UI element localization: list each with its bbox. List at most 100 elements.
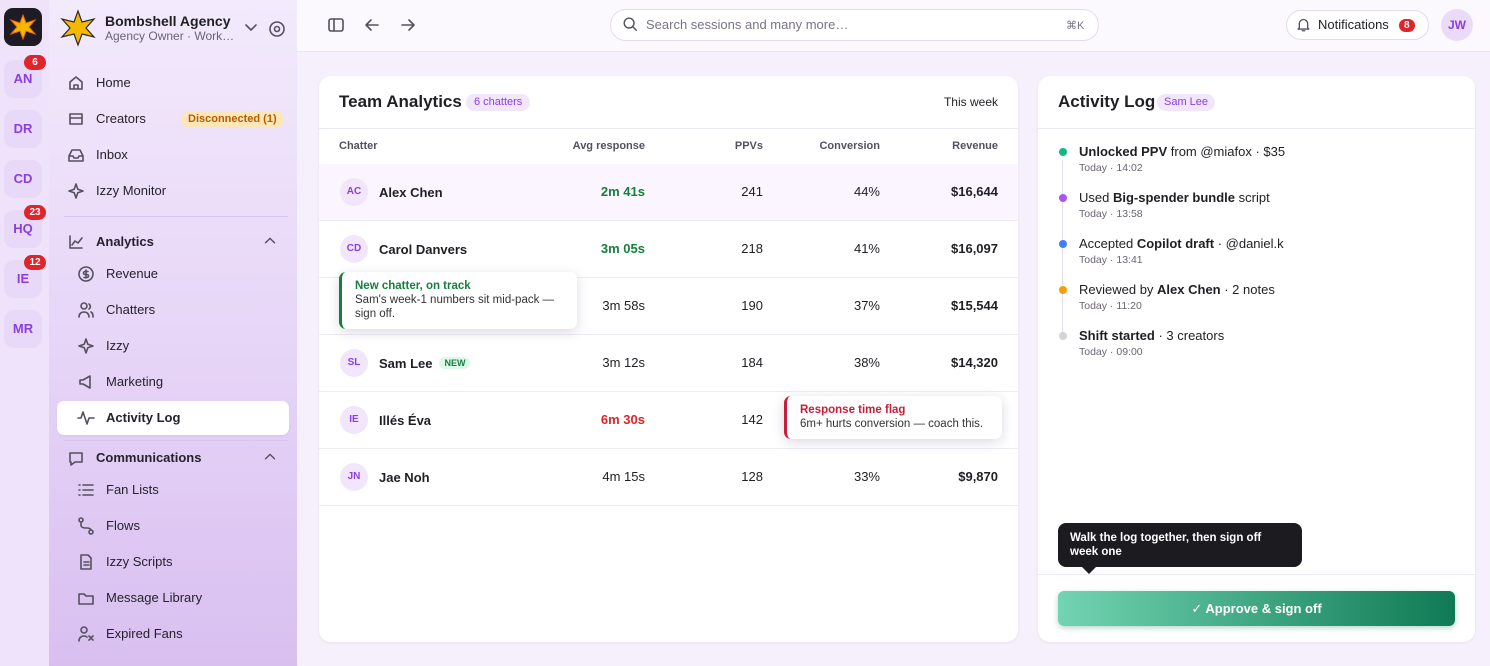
cell-revenue: $16,644 — [951, 184, 998, 199]
search-placeholder[interactable]: Search sessions and many more… — [646, 17, 849, 32]
collapse-chevron[interactable] — [262, 449, 278, 465]
chatter-name: Illés Éva — [379, 412, 432, 428]
entry-time: Today · 14:02 — [1079, 162, 1143, 174]
nav-item[interactable]: Chatters — [106, 302, 156, 317]
nav-item[interactable]: Activity Log — [106, 410, 181, 425]
nav-item[interactable]: Expired Fans — [106, 626, 183, 641]
new-tag: NEW — [439, 357, 471, 369]
chatter-cell: Illés Éva — [379, 411, 431, 429]
nav-item[interactable]: Marketing — [106, 374, 164, 389]
nav-item[interactable]: Fan Lists — [106, 482, 159, 497]
nav-item[interactable]: Home — [96, 75, 131, 90]
user-avatar[interactable]: JW — [1441, 9, 1473, 41]
toggle-sidebar[interactable] — [327, 16, 345, 34]
entry-span: script — [1235, 190, 1270, 205]
count-badge: 6 chatters — [466, 94, 531, 111]
account-avatar[interactable]: MR — [4, 310, 42, 348]
chatter-name: Sam Lee — [379, 355, 433, 371]
cell-ppvs: 190 — [741, 298, 763, 313]
cell-revenue: $9,870 — [958, 469, 998, 484]
card-title: Team Analytics — [339, 92, 462, 111]
column-header: PPVs — [734, 140, 763, 152]
account-badge: 6 — [24, 55, 46, 70]
table-row[interactable] — [319, 221, 1018, 278]
user-badge: Sam Lee — [1157, 94, 1216, 111]
entry-span: · 3 creators — [1154, 328, 1225, 343]
nav-item[interactable]: Revenue — [106, 266, 159, 281]
entry-span: Accepted — [1079, 236, 1137, 251]
callout-text: Sam's week-1 numbers sit mid-pack — sign… — [355, 294, 555, 320]
table-row[interactable] — [319, 449, 1018, 506]
notifications-label[interactable]: Notifications — [1318, 17, 1389, 32]
cell-ppvs: 184 — [741, 355, 763, 370]
workspace-logo — [60, 9, 96, 47]
chatter-avatar: SL — [340, 349, 368, 377]
table-row[interactable] — [319, 278, 1018, 335]
column-header: Chatter — [339, 140, 378, 152]
notification-count: 8 — [1399, 19, 1415, 32]
callout-title: New chatter, on track — [355, 280, 471, 292]
approve-button[interactable]: ✓ Approve & sign off — [1058, 591, 1455, 626]
app-logo[interactable] — [4, 8, 42, 46]
cell-ppvs: 241 — [741, 184, 763, 199]
nav-item[interactable]: Izzy Scripts — [106, 554, 173, 569]
cell-avg-response: 3m 12s — [602, 355, 645, 370]
chatter-name: Jae Noh — [379, 469, 430, 485]
nav-icon — [68, 149, 84, 162]
period-label[interactable]: This week — [943, 95, 998, 109]
settings-icon[interactable] — [268, 20, 286, 38]
entry-strong: Alex Chen — [1157, 282, 1221, 297]
nav-section[interactable]: Communications — [96, 450, 202, 465]
divider — [319, 128, 1018, 129]
table-row[interactable] — [319, 164, 1018, 221]
nav-icon — [78, 302, 94, 318]
divider — [1038, 574, 1475, 575]
back-button[interactable] — [363, 16, 381, 34]
cell-conversion: 44% — [853, 184, 880, 199]
table-row[interactable] — [319, 335, 1018, 392]
cell-conversion: 38% — [853, 355, 880, 370]
status-badge: Disconnected (1) — [181, 111, 284, 128]
nav-item[interactable]: Izzy — [106, 338, 130, 353]
timeline-dot — [1059, 148, 1067, 156]
timeline-dot — [1059, 194, 1067, 202]
timeline-dot — [1059, 240, 1067, 248]
divider — [64, 216, 288, 217]
search-box[interactable] — [610, 9, 1099, 41]
forward-button[interactable] — [399, 16, 417, 34]
cell-conversion: 41% — [853, 241, 880, 256]
nav-section[interactable]: Analytics — [96, 234, 154, 249]
account-avatar[interactable]: DR — [4, 110, 42, 148]
workspace-chevron[interactable] — [242, 18, 260, 36]
logo-star — [9, 13, 37, 41]
nav-item[interactable]: Creators — [96, 111, 146, 126]
search-shortcut: ⌘K — [1066, 20, 1085, 32]
callout: New chatter, on track Sam's week-1 number… — [339, 272, 577, 329]
entry-text: Accepted Copilot draft · @daniel.k — [1079, 236, 1284, 251]
nav-item[interactable]: Flows — [106, 518, 140, 533]
entry-time: Today · 13:58 — [1079, 208, 1143, 220]
chatter-cell: Sam Lee NEW — [379, 354, 471, 372]
workspace-role: Agency Owner · Work… — [105, 29, 235, 43]
nav-item[interactable]: Inbox — [96, 147, 128, 162]
cell-avg-response: 3m 58s — [602, 298, 645, 313]
chatter-avatar: AC — [340, 178, 368, 206]
nav-icon — [69, 113, 83, 125]
cell-avg-response: 2m 41s — [600, 184, 645, 199]
entry-span: Reviewed by — [1079, 282, 1158, 297]
nav-active-bg — [57, 401, 289, 435]
nav-item[interactable]: Izzy Monitor — [96, 183, 167, 198]
cell-revenue: $14,320 — [951, 355, 998, 370]
account-avatar[interactable]: CD — [4, 160, 42, 198]
entry-text: Unlocked PPV from @miafox · $35 — [1079, 144, 1285, 159]
table-row[interactable] — [319, 392, 1018, 449]
nav-item[interactable]: Message Library — [106, 590, 203, 605]
entry-time: Today · 09:00 — [1079, 346, 1143, 358]
nav-icon — [78, 266, 94, 282]
nav-icon — [68, 183, 84, 199]
account-badge: 23 — [24, 205, 46, 220]
collapse-chevron[interactable] — [262, 233, 278, 249]
nav-icon — [79, 375, 91, 389]
entry-span: · 2 notes — [1220, 282, 1275, 297]
divider — [64, 440, 288, 441]
